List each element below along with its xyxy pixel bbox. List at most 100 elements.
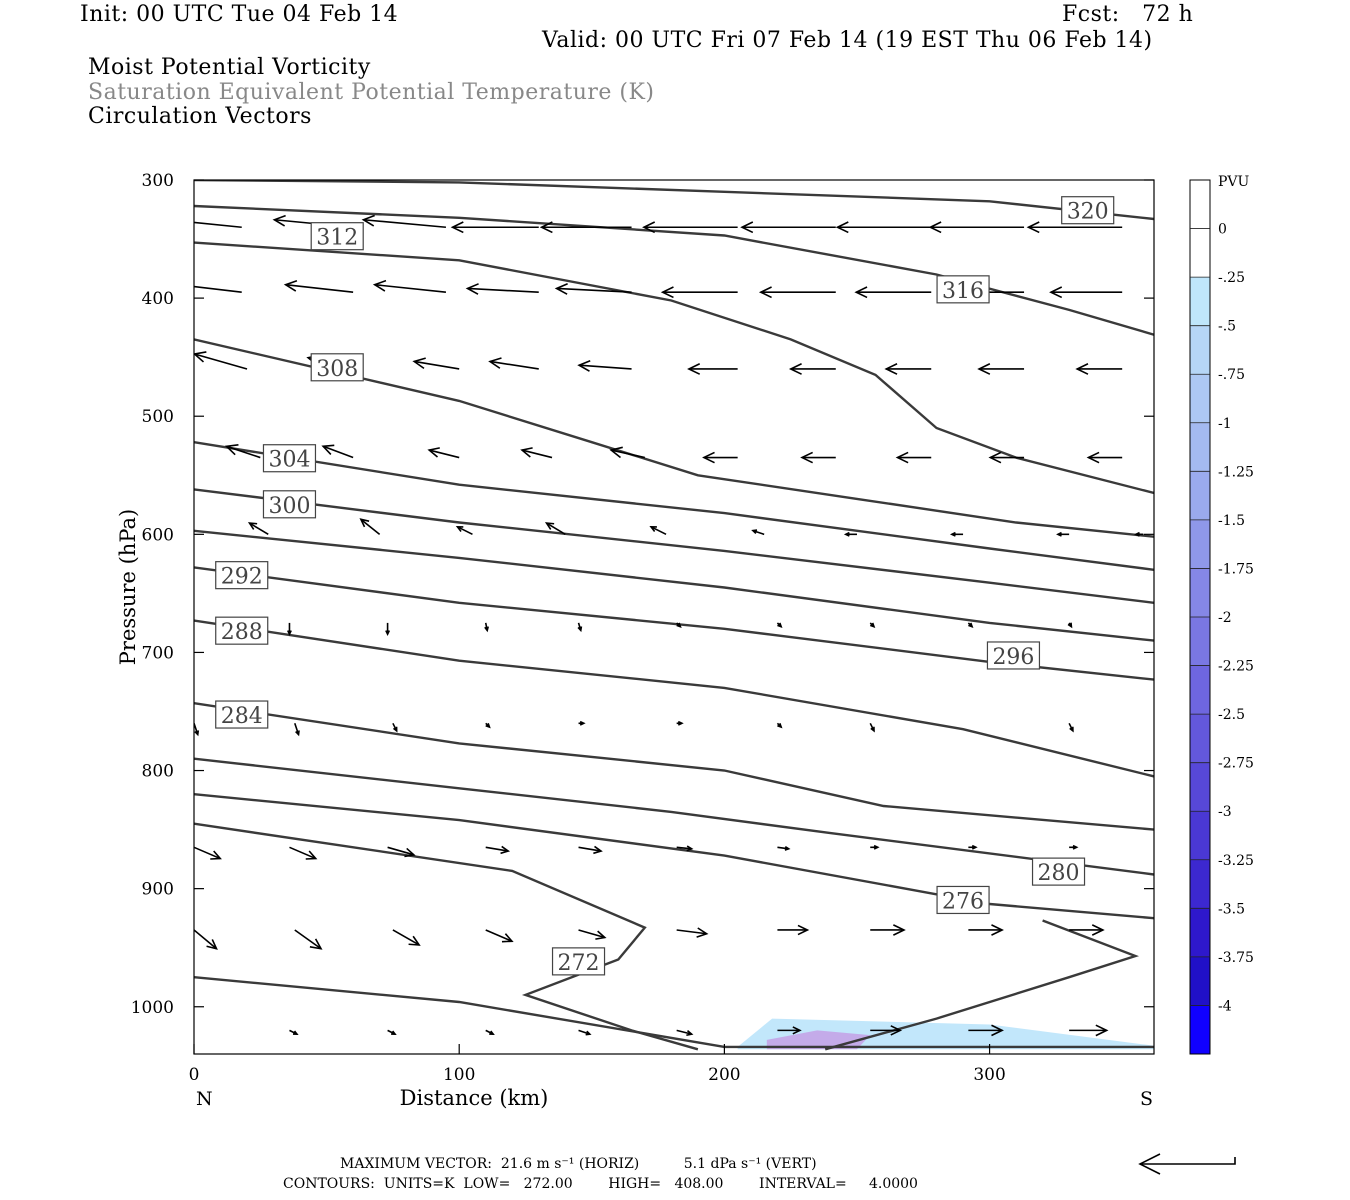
x-tick-label: 0 <box>189 1065 200 1085</box>
vector-head <box>968 622 974 628</box>
vector-head <box>1095 1024 1109 1037</box>
circulation-vector <box>294 929 323 950</box>
vector-head <box>292 1030 299 1035</box>
contour-label-box <box>215 700 269 729</box>
x-tick-label: 200 <box>708 1065 740 1085</box>
circulation-vector <box>687 363 738 375</box>
vector-shaft <box>249 522 269 536</box>
x-tick-label: 100 <box>443 1065 475 1085</box>
x-end-label-south: S <box>1140 1088 1153 1110</box>
vector-head <box>677 720 684 726</box>
vector-head <box>676 622 682 628</box>
contour-label-box <box>215 561 269 590</box>
circulation-vector <box>870 1025 903 1036</box>
vector-head <box>247 522 258 530</box>
vector-shaft <box>752 529 765 536</box>
vector-head <box>372 279 387 292</box>
circulation-vector <box>968 924 1004 936</box>
circulation-vector <box>578 929 607 940</box>
contour-label: 300 <box>268 494 310 519</box>
contour-label: 276 <box>942 889 984 914</box>
colorbar-level-label: -1.75 <box>1218 561 1254 577</box>
circulation-vector <box>835 221 932 234</box>
circulation-vector <box>1026 221 1123 234</box>
circulation-vector <box>485 929 514 943</box>
circulation-vector <box>294 723 300 737</box>
vector-head <box>321 444 335 455</box>
circulation-vector <box>194 221 242 229</box>
vector-head <box>843 531 850 537</box>
colorbar-level-label: -3.5 <box>1218 901 1245 917</box>
theta-e-contour-292 <box>194 566 1154 681</box>
vector-head <box>272 214 286 227</box>
theta-e-contour-280 <box>194 757 1154 876</box>
contour-label-box <box>1031 857 1086 886</box>
circulation-vector <box>968 1024 1004 1037</box>
circulation-vector <box>577 360 632 372</box>
circulation-vector <box>289 1029 299 1035</box>
colorbar-swatch <box>1190 1005 1210 1055</box>
valid-time: Valid: 00 UTC Fri 07 Feb 14 (19 EST Thu … <box>542 28 1153 53</box>
y-tick-label: 900 <box>142 880 174 900</box>
vector-head <box>777 723 783 729</box>
theta-e-contour-316 <box>194 204 1154 336</box>
vector-head <box>777 622 783 628</box>
field-title-vectors: Circulation Vectors <box>88 104 312 129</box>
vector-head <box>642 221 656 234</box>
vector-head <box>788 363 802 375</box>
y-tick-label: 800 <box>142 762 174 782</box>
init-time: Init: 00 UTC Tue 04 Feb 14 <box>80 2 399 27</box>
vector-head <box>1091 924 1105 936</box>
circulation-vector <box>194 929 218 950</box>
vector-head <box>455 526 464 532</box>
circulation-vector <box>949 531 964 537</box>
circulation-vector <box>843 531 857 537</box>
contour-label: 272 <box>558 951 600 976</box>
vector-shaft <box>556 287 632 294</box>
circulation-vector <box>484 622 489 633</box>
circulation-vector <box>1068 722 1074 733</box>
colorbar-level-label: -3.75 <box>1218 950 1254 966</box>
vector-shaft <box>676 1029 692 1035</box>
colorbar-level-label: -1.5 <box>1218 513 1245 529</box>
vector-head <box>488 357 502 369</box>
circulation-vector <box>539 221 632 234</box>
circulation-vector <box>485 722 491 729</box>
contour-label-box <box>936 885 990 915</box>
theta-e-contour-272 <box>194 976 1154 1049</box>
circulation-vector <box>194 351 248 370</box>
circulation-vector <box>649 526 667 536</box>
vector-shaft <box>194 723 199 735</box>
x-end-label-north: N <box>196 1088 213 1110</box>
vector-head <box>609 446 623 459</box>
vector-head <box>751 529 758 535</box>
vector-head <box>595 930 607 940</box>
circulation-vector <box>577 622 583 633</box>
vector-head <box>577 626 583 633</box>
colorbar-swatch <box>1190 325 1210 375</box>
contour-label-box <box>986 641 1041 670</box>
vector-head <box>501 933 514 943</box>
vector-head <box>835 221 849 234</box>
vector-shaft <box>521 449 553 459</box>
field-title-mpv: Moist Potential Vorticity <box>88 55 371 80</box>
vector-head <box>309 938 323 950</box>
vector-head <box>928 221 942 234</box>
vector-head <box>873 844 880 850</box>
y-tick-label: 400 <box>142 289 174 309</box>
vector-head <box>792 1026 802 1035</box>
vector-shaft <box>485 846 509 852</box>
vector-head <box>391 1030 397 1035</box>
reference-vector-head <box>1138 1153 1161 1175</box>
circulation-vector <box>702 451 738 464</box>
contour-label-box <box>310 353 364 382</box>
circulation-vector <box>1069 924 1105 936</box>
circulation-vector <box>224 443 261 459</box>
vector-head <box>544 522 555 530</box>
theta-e-contour-272 <box>194 822 699 1051</box>
y-tick-label: 300 <box>142 171 174 191</box>
vector-head <box>991 924 1004 936</box>
y-axis-title: Pressure (hPa) <box>116 509 140 665</box>
circulation-vector <box>392 929 421 946</box>
